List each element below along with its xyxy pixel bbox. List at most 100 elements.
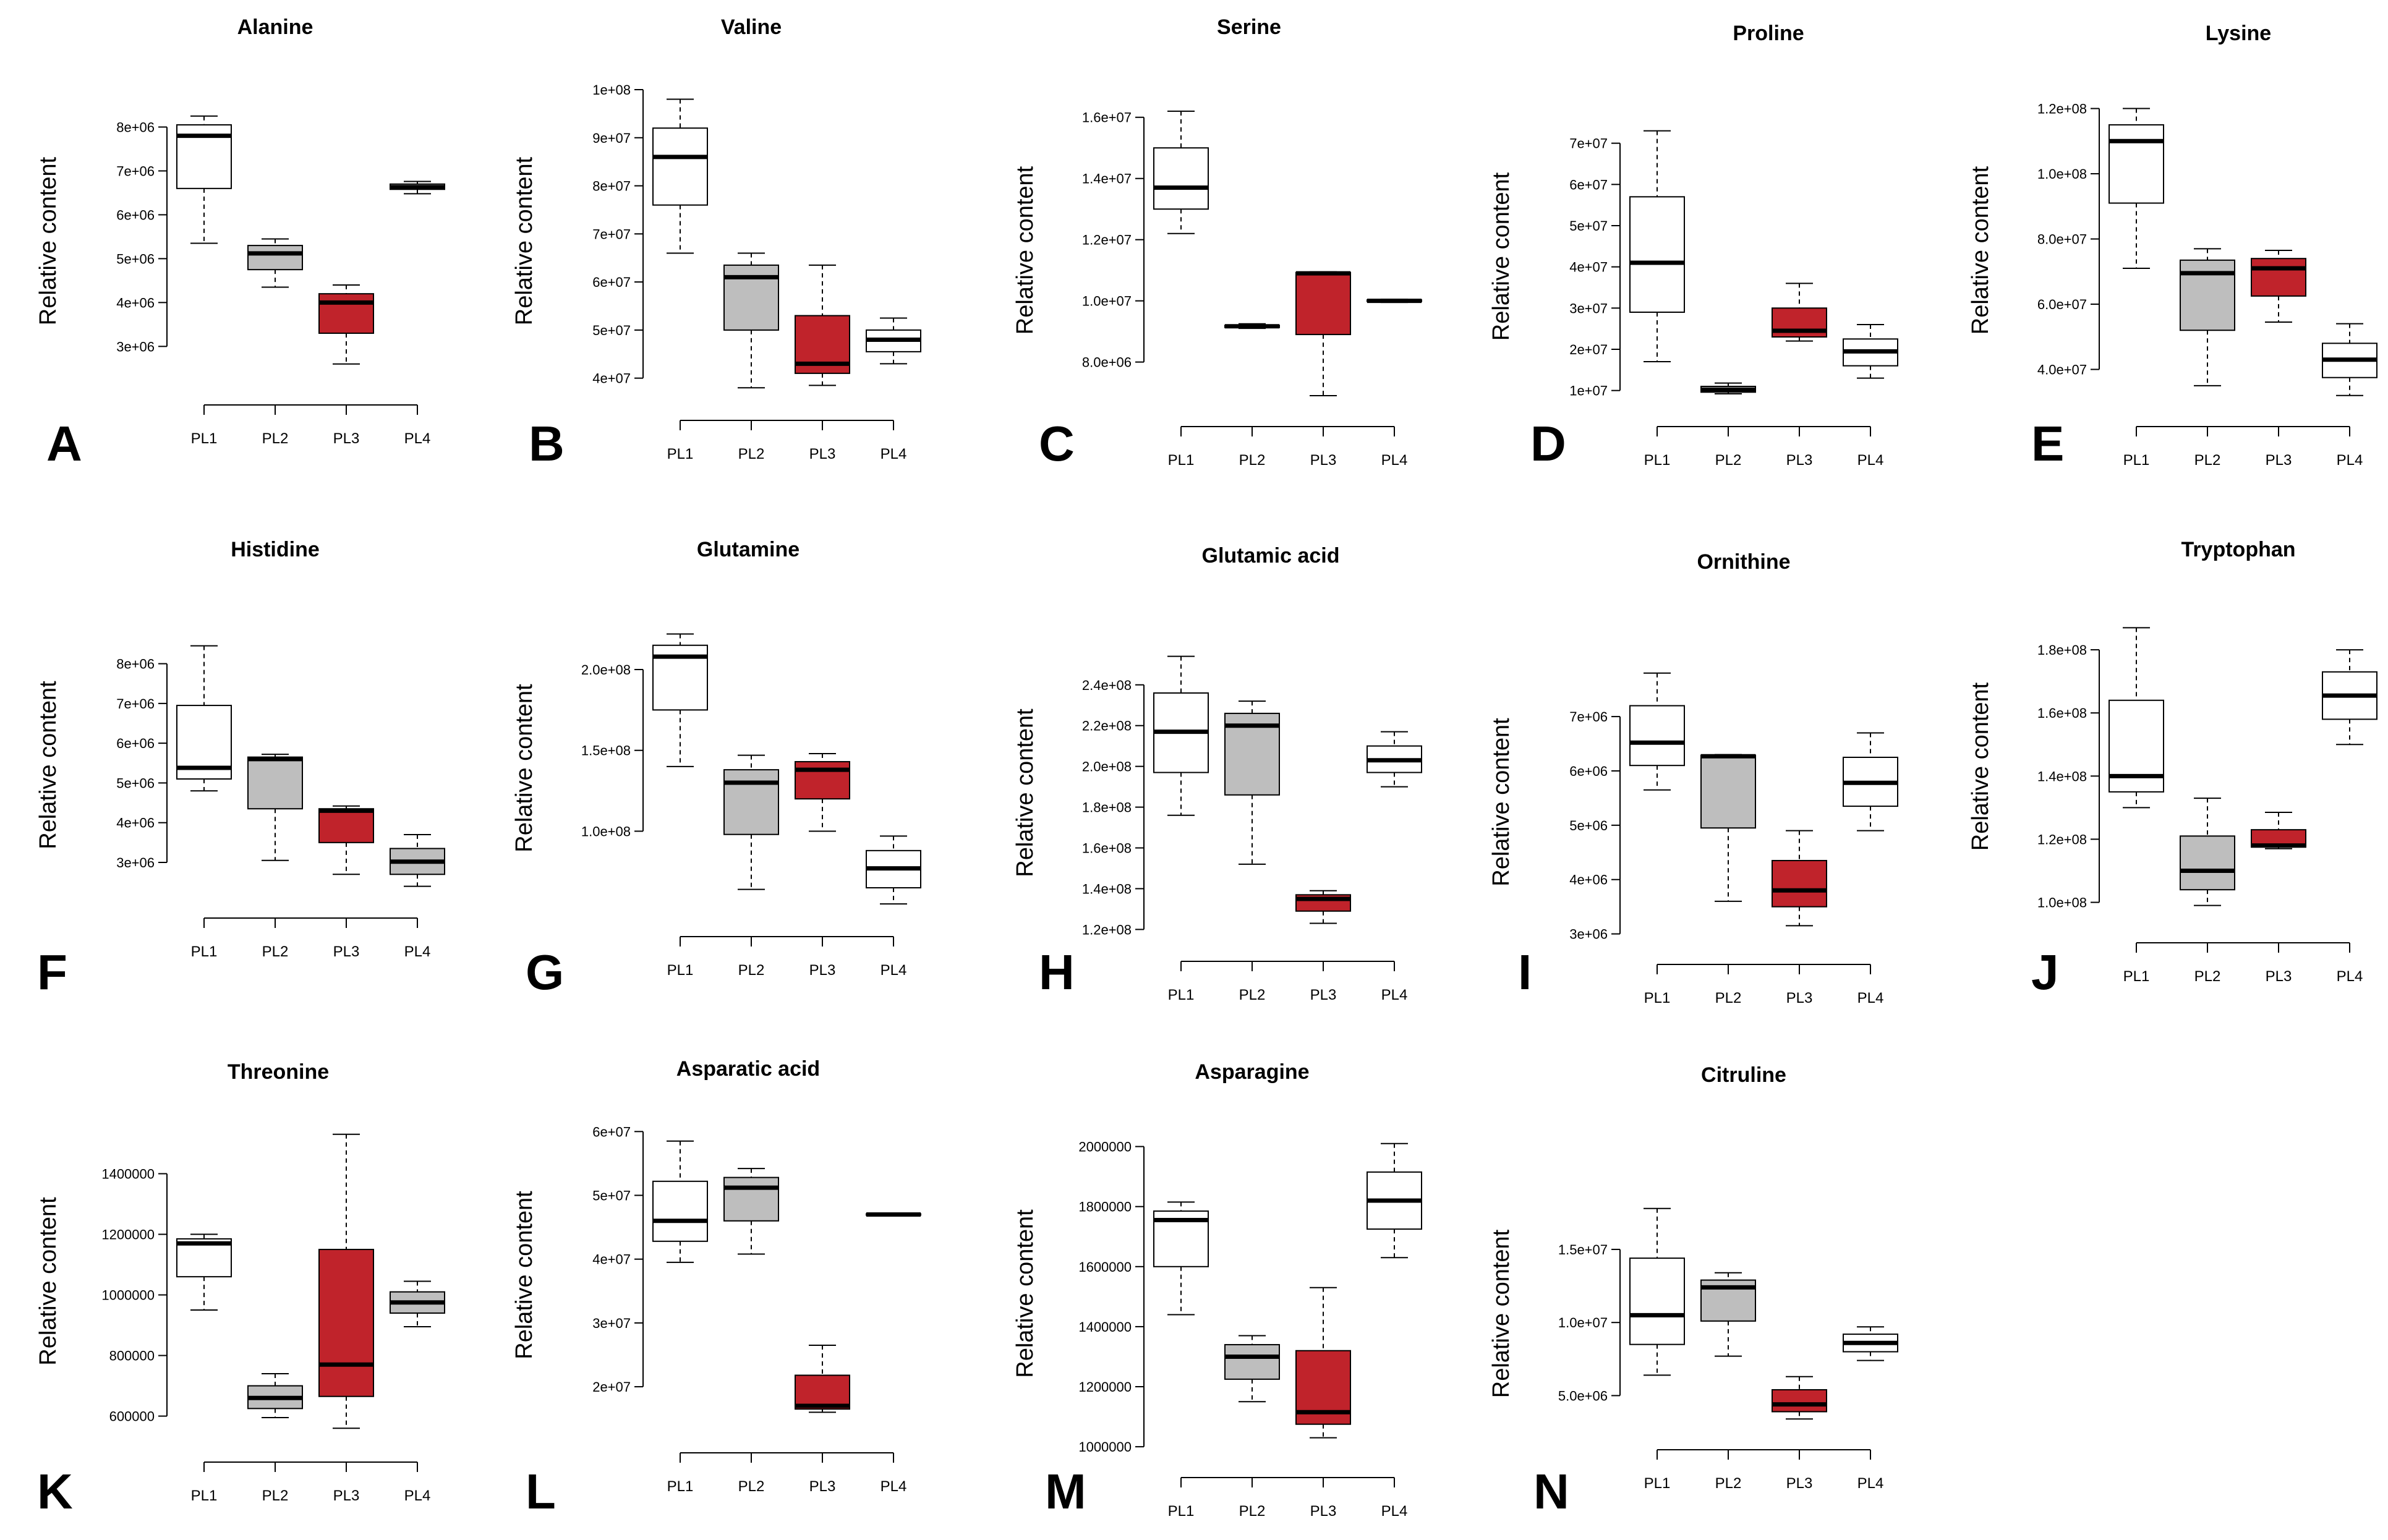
y-axis-label: Relative content [511, 1191, 537, 1359]
y-axis-label: Relative content [1488, 172, 1514, 341]
box-pl1 [176, 1233, 232, 1311]
x-tick-label: PL2 [1239, 1503, 1266, 1520]
panel-m: Asparagine M Relative content 1000000 120000… [1012, 1060, 1422, 1520]
box-iqr [318, 293, 374, 334]
y-tick-label: 1.2e+08 [2037, 101, 2087, 117]
panel-title: Asparatic acid [676, 1057, 820, 1081]
box-pl3 [1295, 271, 1351, 397]
x-tick-label: PL4 [404, 430, 431, 447]
panel-letter: D [1530, 416, 1566, 471]
box-iqr [1153, 147, 1209, 210]
y-tick-label: 3e+06 [1569, 927, 1608, 942]
y-tick-label: 4e+06 [1569, 872, 1608, 888]
box-pl4 [2322, 323, 2377, 396]
y-tick-label: 6.0e+07 [2037, 297, 2087, 312]
y-tick-label: 3e+07 [592, 1316, 631, 1331]
panel-letter: N [1533, 1464, 1569, 1519]
y-tick-label: 7e+06 [116, 163, 155, 179]
panel-title: Histidine [231, 538, 320, 561]
box-pl3 [1772, 830, 1827, 927]
x-tick-label: PL2 [262, 430, 289, 447]
box-pl3 [318, 1133, 374, 1429]
panel-title: Glutamine [697, 538, 800, 561]
y-tick-label: 1800000 [1078, 1199, 1132, 1215]
y-tick-label: 5e+07 [592, 323, 631, 338]
y-tick-label: 1.5e+07 [1558, 1242, 1608, 1257]
y-tick-label: 2000000 [1078, 1139, 1132, 1155]
panel-i: Ornithine I Relative content 3e+06 4e+06 5e+0… [1488, 550, 1898, 1006]
y-tick-label: 5e+07 [592, 1188, 631, 1204]
y-axis-label: Relative content [1012, 166, 1038, 334]
box-iqr [1224, 1344, 1280, 1380]
box-pl1 [1629, 1207, 1685, 1376]
y-tick-label: 1.4e+08 [2037, 768, 2087, 784]
box-iqr [1772, 1389, 1827, 1413]
y-tick-label: 1.0e+07 [1558, 1315, 1608, 1330]
x-tick-label: PL3 [809, 1478, 836, 1495]
x-tick-label: PL3 [1310, 452, 1337, 469]
box-pl3 [2251, 812, 2306, 849]
y-tick-label: 1200000 [1078, 1379, 1132, 1395]
y-tick-label: 4e+06 [116, 815, 155, 831]
panel-title: Serine [1217, 15, 1281, 39]
y-tick-label: 1000000 [1078, 1439, 1132, 1455]
panel-title: Asparagine [1195, 1060, 1309, 1084]
y-tick-label: 6e+07 [592, 1124, 631, 1139]
y-tick-label: 7e+07 [1569, 136, 1608, 151]
y-tick-label: 5e+06 [1569, 818, 1608, 833]
box-pl4 [1367, 1142, 1422, 1259]
y-axis-label: Relative content [1488, 718, 1514, 887]
x-tick-label: PL3 [1310, 987, 1337, 1003]
box-pl3 [1295, 890, 1351, 924]
y-tick-label: 5e+07 [1569, 218, 1608, 234]
panel-l: Asparatic acid L Relative content 2e+07 3e+0… [511, 1057, 921, 1519]
box-pl4 [866, 835, 921, 905]
box-pl1 [2109, 108, 2164, 270]
panel-title: Valine [721, 15, 782, 39]
x-tick-label: PL2 [1715, 452, 1742, 469]
panel-b: Valine B Relative content 4e+07 5e+07 6e+07 7e… [511, 15, 921, 471]
y-axis-label: Relative content [511, 156, 537, 325]
panel-d: Proline D Relative content 1e+07 2e+07 3e+07 4… [1488, 22, 1898, 471]
panel-a: Alanine A Relative content 3e+06 4e+06 5e+06 6… [35, 15, 445, 471]
box-pl2 [723, 252, 779, 389]
x-tick-label: PL2 [738, 446, 765, 462]
panel-letter: E [2031, 416, 2064, 471]
panel-title: Citruline [1701, 1063, 1786, 1087]
panel-letter: C [1039, 416, 1075, 471]
y-tick-label: 5e+06 [116, 251, 155, 266]
box-iqr [652, 1180, 708, 1242]
panel-h: Glutamic acid H Relative content 1.2e+08 1.4… [1012, 544, 1422, 1003]
y-tick-label: 8e+07 [592, 179, 631, 194]
box-pl4 [390, 1280, 445, 1328]
x-tick-label: PL4 [2337, 968, 2363, 985]
y-tick-label: 4e+07 [592, 1252, 631, 1267]
y-tick-label: 2.0e+08 [1082, 759, 1132, 775]
panel-letter: I [1518, 945, 1532, 1000]
y-tick-label: 8e+06 [116, 119, 155, 135]
x-tick-label: PL3 [2266, 968, 2292, 985]
box-pl2 [247, 238, 303, 288]
y-tick-label: 6e+07 [592, 274, 631, 290]
box-iqr [247, 245, 303, 271]
box-iqr [723, 1176, 779, 1222]
x-tick-label: PL3 [333, 430, 360, 447]
box-pl3 [795, 752, 850, 832]
x-tick-label: PL4 [1381, 1503, 1408, 1520]
box-iqr [723, 769, 779, 835]
box-iqr [1629, 1257, 1685, 1345]
box-iqr [318, 1249, 374, 1397]
box-pl1 [2109, 627, 2164, 809]
panel-n: Citruline N Relative content 5.0e+06 1.0e+07… [1488, 1063, 1898, 1519]
x-tick-label: PL3 [1786, 1475, 1813, 1492]
box-pl1 [1629, 130, 1685, 362]
y-tick-label: 1.4e+07 [1082, 171, 1132, 187]
x-tick-label: PL1 [1644, 1475, 1671, 1492]
box-iqr [723, 264, 779, 331]
panel-c: Serine C Relative content 8.0e+06 1.0e+07 1.2… [1012, 15, 1422, 471]
x-tick-label: PL2 [2194, 452, 2221, 469]
y-axis-label: Relative content [35, 156, 61, 325]
panel-letter: A [46, 416, 82, 471]
y-tick-label: 1600000 [1078, 1259, 1132, 1275]
